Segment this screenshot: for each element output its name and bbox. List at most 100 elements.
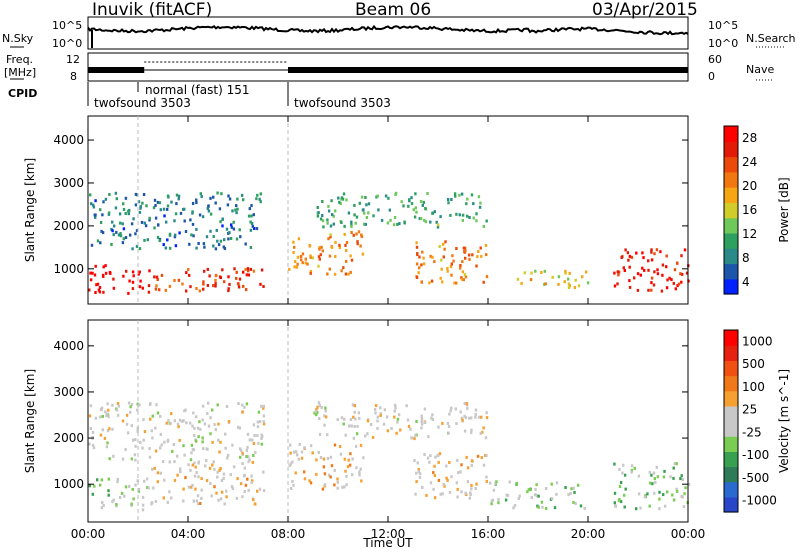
velocity-cell bbox=[394, 406, 397, 410]
velocity-cell bbox=[474, 487, 477, 490]
velocity-cell bbox=[358, 473, 361, 477]
velocity-cell bbox=[489, 481, 492, 485]
power-cell bbox=[202, 280, 205, 284]
velocity-cell bbox=[111, 427, 114, 431]
power-cell bbox=[197, 242, 200, 245]
power-cell bbox=[340, 269, 343, 273]
power-cell bbox=[134, 232, 137, 236]
power-colorbar-tick-label: 8 bbox=[742, 251, 750, 265]
velocity-cell bbox=[248, 438, 251, 442]
velocity-cell bbox=[91, 430, 95, 434]
power-cell bbox=[320, 245, 323, 249]
velocity-cell bbox=[237, 402, 240, 405]
velocity-cell bbox=[225, 405, 229, 408]
velocity-cell bbox=[235, 496, 239, 500]
power-cell bbox=[360, 233, 363, 237]
velocity-cell bbox=[166, 439, 169, 443]
power-cell bbox=[680, 280, 683, 284]
power-cell bbox=[446, 198, 450, 201]
power-cell bbox=[108, 270, 112, 274]
velocity-colorbar-tick-label: 25 bbox=[742, 403, 757, 417]
velocity-cell bbox=[537, 494, 540, 498]
power-cell bbox=[329, 233, 332, 237]
velocity-cell bbox=[434, 455, 437, 459]
power-cell bbox=[355, 215, 359, 219]
power-cell bbox=[158, 239, 161, 243]
power-cell bbox=[177, 194, 181, 198]
velocity-cell bbox=[130, 403, 134, 407]
power-cell bbox=[412, 208, 415, 212]
power-cell bbox=[166, 238, 169, 242]
velocity-cell bbox=[246, 445, 249, 449]
velocity-cell bbox=[431, 413, 434, 417]
nsky-tick-bottom: 10^0 bbox=[52, 37, 83, 50]
power-cell bbox=[350, 258, 354, 262]
velocity-cell bbox=[116, 477, 119, 481]
velocity-cell bbox=[217, 438, 220, 442]
power-cell bbox=[144, 224, 148, 228]
power-cell bbox=[433, 210, 436, 214]
velocity-cell bbox=[650, 473, 653, 477]
velocity-cell bbox=[124, 447, 127, 451]
power-cell bbox=[195, 227, 198, 231]
velocity-cell bbox=[251, 479, 254, 483]
power-cell bbox=[155, 284, 158, 288]
velocity-cell bbox=[648, 504, 651, 508]
velocity-cell bbox=[476, 454, 480, 458]
velocity-cell bbox=[617, 498, 621, 502]
velocity-ytick-label: 3000 bbox=[53, 385, 84, 399]
power-cell bbox=[665, 254, 668, 258]
power-cell bbox=[466, 197, 469, 201]
power-cell bbox=[212, 244, 215, 248]
velocity-ytick-label: 2000 bbox=[53, 431, 84, 445]
power-cell bbox=[219, 220, 222, 224]
power-cell bbox=[455, 281, 458, 285]
power-cell bbox=[94, 291, 97, 294]
power-cell bbox=[164, 288, 167, 292]
power-cell bbox=[419, 199, 423, 203]
velocity-cell bbox=[494, 481, 497, 485]
power-cell bbox=[665, 286, 669, 290]
velocity-cell bbox=[653, 477, 656, 481]
power-cell bbox=[468, 257, 471, 261]
velocity-cell bbox=[219, 497, 223, 501]
power-colorbar-tick-label: 24 bbox=[742, 155, 757, 169]
velocity-cell bbox=[658, 497, 661, 501]
velocity-cell bbox=[193, 426, 196, 430]
power-cell bbox=[672, 281, 675, 285]
power-cell bbox=[182, 207, 185, 211]
velocity-cell bbox=[463, 429, 467, 433]
power-cell bbox=[146, 238, 149, 242]
velocity-cell bbox=[196, 426, 200, 430]
power-cell bbox=[101, 273, 105, 277]
power-cell bbox=[102, 290, 105, 294]
velocity-cell bbox=[517, 497, 520, 500]
velocity-cell bbox=[300, 456, 304, 460]
velocity-cell bbox=[231, 443, 234, 447]
velocity-cell bbox=[432, 487, 435, 491]
velocity-cell bbox=[169, 422, 172, 426]
velocity-cell bbox=[171, 449, 174, 453]
power-cell bbox=[247, 269, 250, 273]
power-cell bbox=[403, 221, 406, 225]
velocity-cell bbox=[683, 492, 686, 496]
power-cell bbox=[260, 268, 264, 272]
velocity-cell bbox=[684, 486, 687, 490]
velocity-cell bbox=[526, 490, 529, 494]
power-cell bbox=[639, 273, 642, 277]
velocity-cell bbox=[150, 501, 154, 505]
power-cell bbox=[408, 198, 411, 202]
velocity-cell bbox=[258, 420, 262, 424]
power-cell bbox=[479, 246, 482, 250]
power-cell bbox=[175, 202, 178, 206]
velocity-cell bbox=[262, 470, 265, 474]
power-cell bbox=[174, 212, 178, 216]
velocity-cell bbox=[194, 439, 198, 443]
velocity-cell bbox=[199, 427, 202, 431]
velocity-cell bbox=[376, 426, 379, 430]
velocity-cell bbox=[182, 444, 185, 448]
power-cell bbox=[441, 280, 444, 284]
velocity-cell bbox=[445, 464, 448, 468]
velocity-cell bbox=[178, 418, 182, 422]
